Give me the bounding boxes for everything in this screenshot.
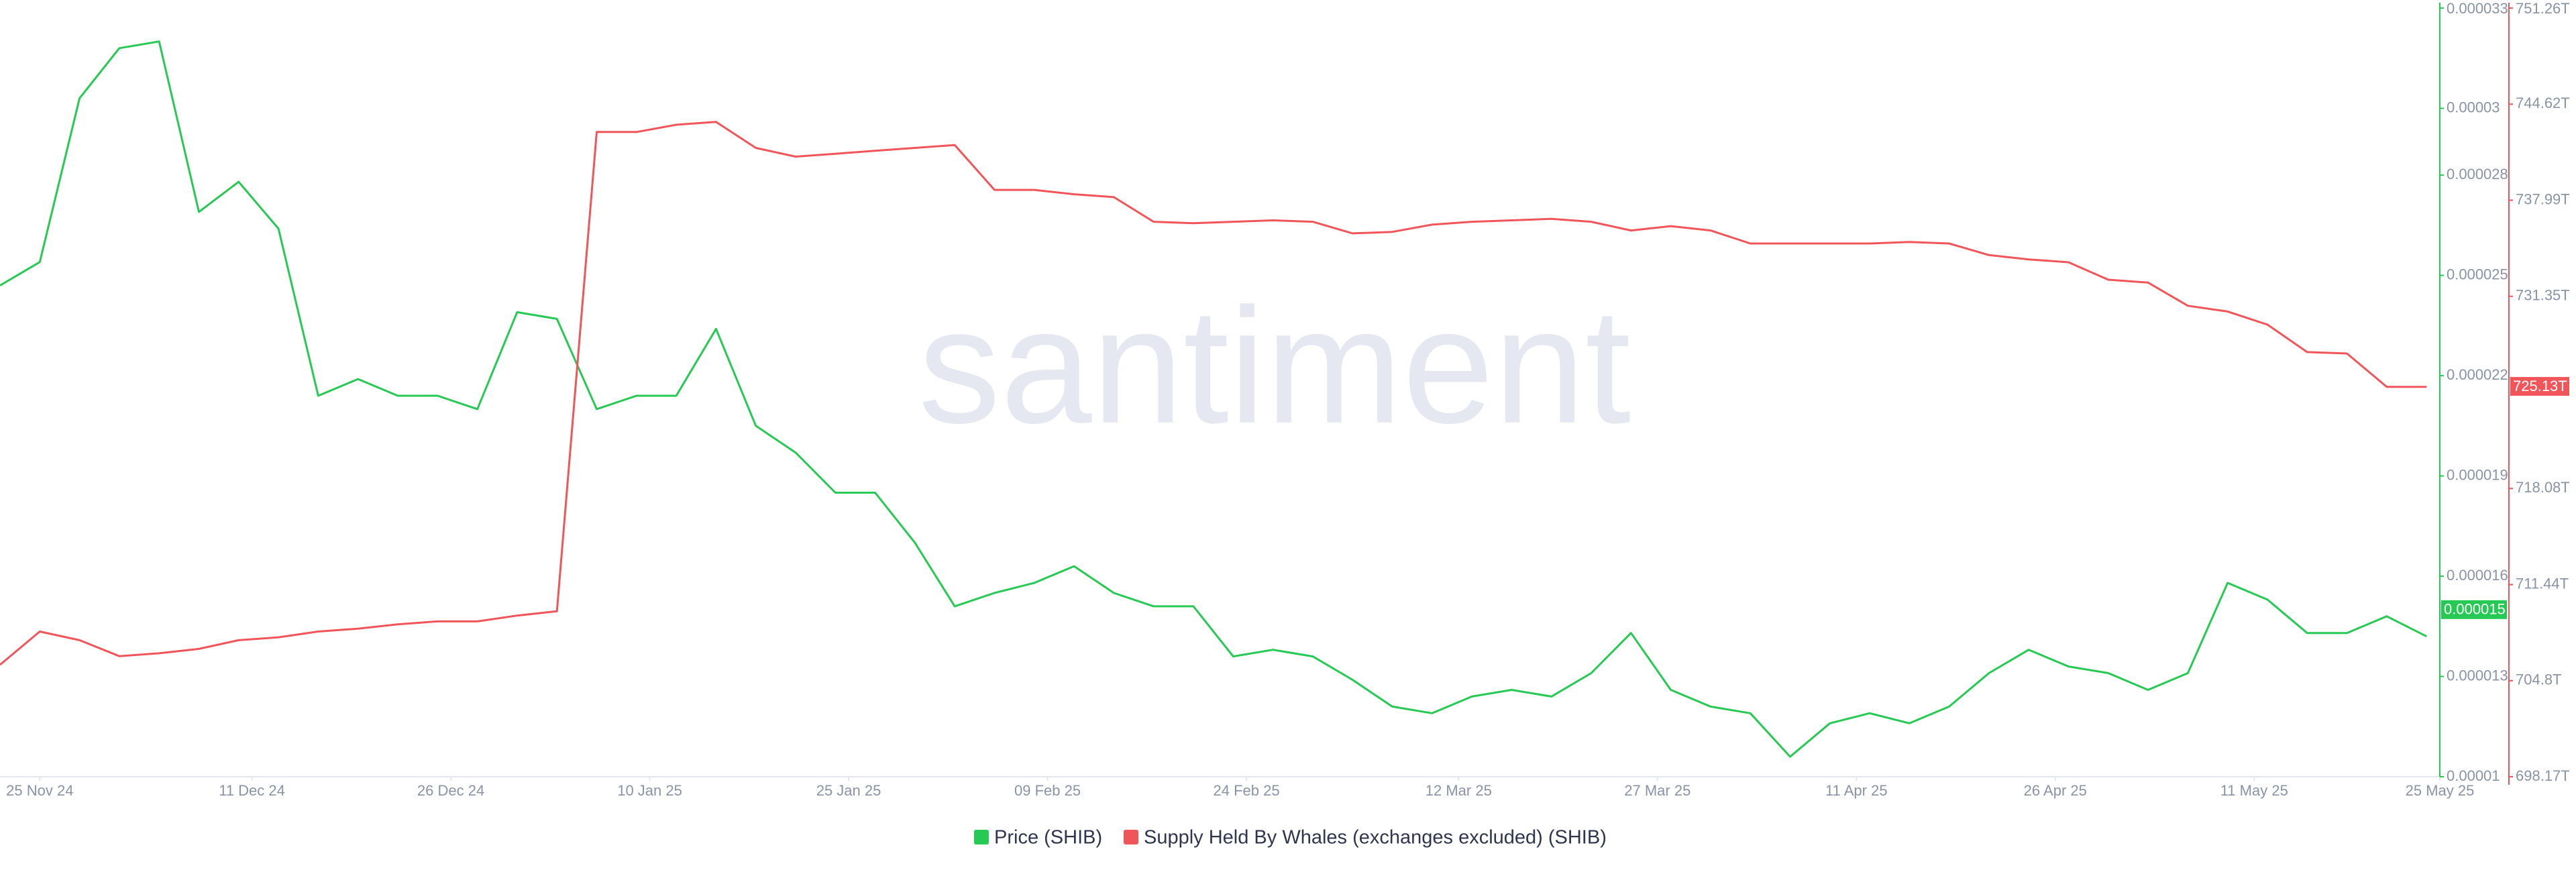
y2-tick-label: 711.44T — [2516, 575, 2569, 592]
current-value-box — [2510, 377, 2569, 396]
legend-swatch — [1124, 830, 1138, 844]
x-tick-label: 10 Jan 25 — [617, 782, 682, 799]
y2-tick-label: 744.62T — [2516, 95, 2570, 111]
x-tick-label: 09 Feb 25 — [1014, 782, 1081, 799]
y2-tick-label: 718.08T — [2516, 479, 2570, 496]
y-tick-label: 0.000016 — [2447, 567, 2508, 584]
x-tick-label: 12 Mar 25 — [1426, 782, 1492, 799]
x-tick-label: 25 Jan 25 — [816, 782, 881, 799]
y-tick-label: 0.000033 — [2447, 0, 2508, 17]
x-tick-label: 26 Dec 24 — [417, 782, 484, 799]
x-tick-label: 25 May 25 — [2406, 782, 2475, 799]
y2-tick-label: 751.26T — [2516, 0, 2570, 17]
x-tick-label: 25 Nov 24 — [6, 782, 73, 799]
x-tick-label: 26 Apr 25 — [2024, 782, 2087, 799]
series-line — [0, 40, 2427, 758]
y2-tick-label: 731.35T — [2516, 287, 2570, 304]
x-tick-label: 27 Mar 25 — [1624, 782, 1690, 799]
series-line — [0, 121, 2427, 666]
y2-tick-label: 704.8T — [2516, 671, 2562, 688]
legend-label: Supply Held By Whales (exchanges exclude… — [1144, 827, 1607, 849]
current-value-box — [2441, 600, 2507, 619]
legend-label: Price (SHIB) — [994, 827, 1102, 849]
x-tick-label: 24 Feb 25 — [1213, 782, 1279, 799]
current-value-label: 0.000015 — [2444, 601, 2506, 618]
y-tick-label: 0.000019 — [2447, 466, 2508, 483]
current-value-label: 725.13T — [2513, 378, 2567, 394]
x-tick-label: 11 Dec 24 — [219, 782, 285, 799]
y2-tick-label: 737.99T — [2516, 190, 2570, 207]
watermark: santiment — [918, 274, 1631, 457]
legend-swatch — [974, 830, 989, 844]
y-tick-label: 0.000028 — [2447, 166, 2508, 182]
y-tick-label: 0.000013 — [2447, 667, 2508, 684]
x-tick-label: 11 Apr 25 — [1825, 782, 1888, 799]
y-tick-label: 0.00001 — [2447, 767, 2500, 784]
y2-tick-label: 698.17T — [2516, 767, 2570, 784]
y-tick-label: 0.000022 — [2447, 366, 2508, 383]
x-tick-label: 11 May 25 — [2220, 782, 2288, 799]
y-tick-label: 0.000025 — [2447, 266, 2508, 282]
y-tick-label: 0.00003 — [2447, 99, 2500, 115]
